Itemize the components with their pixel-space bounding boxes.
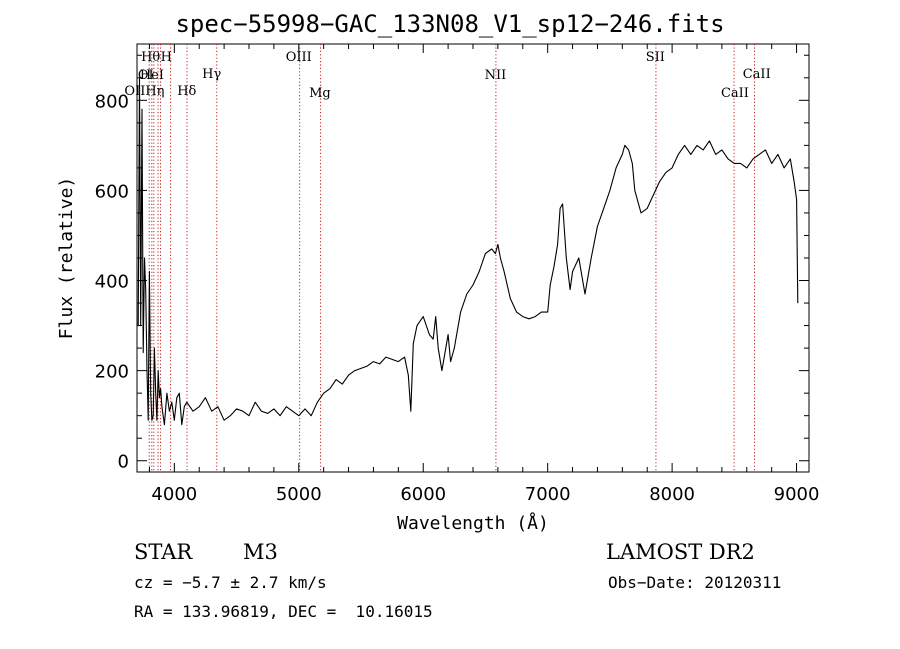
x-axis-label: Wavelength (Å)	[397, 512, 549, 534]
x-tick-label: 6000	[400, 484, 446, 505]
object-subclass: M3	[243, 540, 278, 564]
redshift-readout: cz = −5.7 ± 2.7 km/s	[134, 573, 327, 592]
y-tick-label: 400	[95, 272, 129, 293]
x-tick-label: 5000	[276, 484, 322, 505]
line-label-h: H	[161, 50, 172, 65]
line-label-mg: Mg	[309, 86, 331, 101]
line-label-n-ii: NII	[485, 68, 507, 83]
y-tick-label: 600	[95, 181, 129, 202]
line-label-he-i: HeI	[140, 68, 164, 83]
y-tick-label: 0	[118, 452, 129, 473]
x-tick-label: 4000	[151, 484, 197, 505]
plot-frame	[136, 43, 810, 473]
obs-date: Obs−Date: 20120311	[608, 573, 782, 592]
x-tick-label: 8000	[649, 484, 695, 505]
y-axis-label: Flux (relative)	[56, 177, 77, 340]
object-class: STAR	[134, 540, 193, 564]
coordinates: RA = 133.96819, DEC = 10.16015	[134, 602, 433, 621]
line-label-o-ii-h-eta: OIIHη	[124, 84, 164, 99]
line-label-ca-ii-a: CaII	[721, 86, 749, 101]
y-tick-label: 800	[95, 91, 129, 112]
line-label-o-i: OI	[138, 68, 154, 83]
chart-title: spec−55998−GAC_133N08_V1_sp12−246.fits	[175, 10, 725, 38]
x-tick-label: 7000	[525, 484, 571, 505]
line-label-ca-ii-b: CaII	[743, 67, 771, 82]
line-label-h-delta: Hδ	[177, 84, 196, 99]
line-label-s-ii: SII	[646, 50, 665, 65]
line-label-o-iii: OIII	[286, 50, 312, 65]
y-tick-label: 200	[95, 362, 129, 383]
x-tick-label: 9000	[774, 484, 820, 505]
spectrum-series	[137, 77, 799, 426]
line-label-h-gamma: Hγ	[202, 67, 221, 82]
line-label-h-theta: Hθ	[141, 50, 160, 65]
survey-name: LAMOST DR2	[606, 540, 755, 564]
